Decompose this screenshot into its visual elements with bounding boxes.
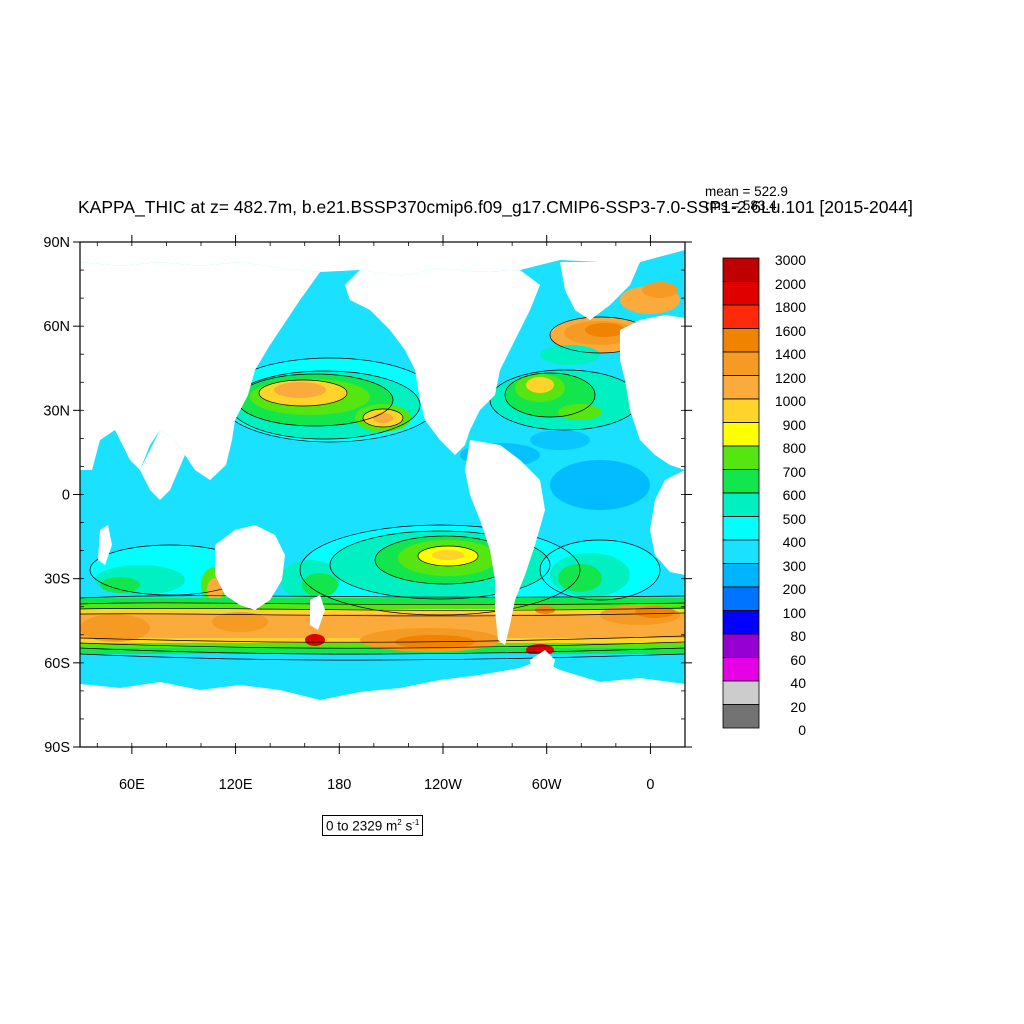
colorbar-level-label: 60 [790, 651, 806, 668]
colorbar-level-label: 1400 [774, 346, 806, 362]
colorbar-level-label: 100 [782, 604, 806, 621]
colorbar-level-label: 500 [782, 510, 806, 527]
colorbar-swatch [722, 704, 760, 729]
colorbar-level-label: 40 [790, 675, 806, 691]
rms-stat: rms = 583.4 [705, 198, 777, 213]
lon-tick-label: 0 [646, 777, 654, 793]
colorbar-level-label: 2000 [774, 275, 806, 292]
lat-tick-label: 30S [44, 572, 70, 588]
colorbar-level-label: 20 [790, 698, 806, 715]
axis-ticks [73, 235, 692, 754]
lat-tick-label: 30N [43, 403, 70, 419]
colorbar-level-label: 80 [790, 628, 806, 644]
colorbar [722, 257, 760, 729]
lat-tick-label: 60N [43, 319, 70, 335]
lat-tick-label: 90N [43, 235, 70, 251]
colorbar-level-label: 3000 [774, 252, 806, 268]
colorbar-level-label: 1000 [774, 393, 806, 409]
colorbar-level-label: 300 [782, 557, 806, 574]
colorbar-level-label: 1600 [774, 322, 806, 339]
lon-tick-label: 60W [532, 777, 562, 793]
north-pacific-gyre [220, 358, 440, 442]
colorbar-level-label: 800 [782, 440, 806, 456]
colorbar-level-label: 700 [782, 463, 806, 480]
lat-tick-label: 90S [44, 740, 70, 756]
lon-tick-label: 120W [424, 777, 462, 793]
stats-block: mean = 522.9 rms = 583.4 [705, 185, 788, 213]
lat-tick-label: 0 [62, 488, 70, 504]
lat-tick-label: 60S [44, 656, 70, 672]
colorbar-level-label: 0 [798, 722, 806, 738]
mean-stat: mean = 522.9 [705, 184, 788, 199]
colorbar-level-label: 200 [782, 581, 806, 597]
colorbar-level-label: 900 [782, 416, 806, 433]
axis-tick-labels: 90N 60N 30N 0 30S 60S 90S 60E 120E 180 120W 60W 0 [43, 235, 654, 793]
colorbar-level-label: 1800 [774, 299, 806, 315]
plot-title: KAPPA_THIC at z= 482.7m, b.e21.BSSP370cm… [78, 197, 913, 217]
circumpolar-band [80, 598, 685, 656]
range-label: 0 to 2329 m2 s-1 [322, 815, 424, 836]
lon-tick-label: 180 [327, 777, 351, 793]
map-field [80, 242, 685, 747]
south-atlantic-indian [90, 540, 660, 603]
colorbar-level-label: 400 [782, 534, 806, 550]
land-masks [80, 242, 685, 747]
colorbar-level-label: 1200 [774, 369, 806, 386]
colorbar-level-label: 600 [782, 487, 806, 503]
lon-tick-label: 120E [219, 777, 253, 793]
southern-ocean [80, 654, 685, 684]
lon-tick-label: 60E [119, 777, 145, 793]
